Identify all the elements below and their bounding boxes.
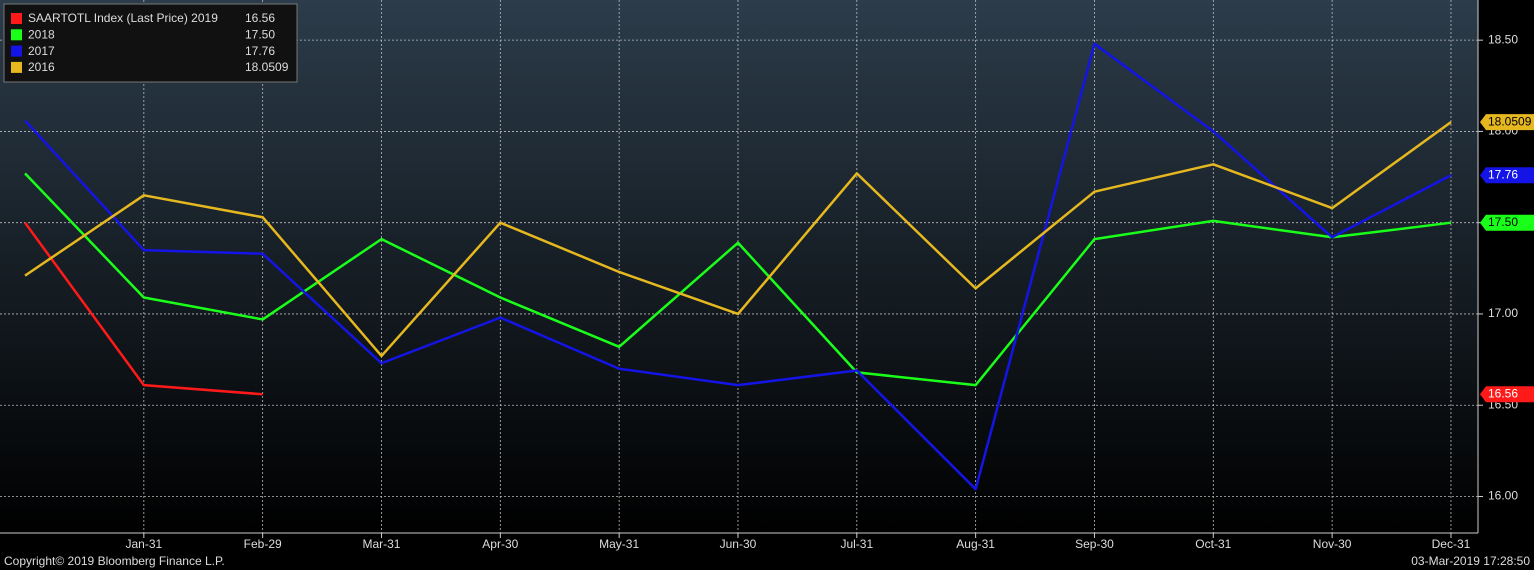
series-line (23, 221, 263, 396)
legend-box (3, 3, 298, 83)
last-value-label: 16.56 (1488, 386, 1518, 400)
legend-value: 18.0509 (245, 60, 289, 74)
x-tick-label: Dec-31 (1432, 537, 1471, 551)
last-value-badge (1480, 114, 1534, 131)
last-value-badge (1480, 386, 1534, 403)
x-tick-label: Apr-30 (482, 537, 518, 551)
legend-label: 2017 (28, 44, 55, 58)
legend-swatch (11, 61, 22, 73)
legend-swatch (11, 29, 22, 41)
x-tick-label: Nov-30 (1313, 537, 1352, 551)
y-tick-label: 16.00 (1488, 489, 1518, 503)
legend-label: SAARTOTL Index (Last Price) 2019 (28, 11, 218, 25)
series-line (24, 172, 1452, 387)
x-tick-label: Feb-29 (244, 537, 282, 551)
legend-value: 16.56 (245, 11, 275, 25)
last-value-badge (1480, 167, 1534, 184)
x-tick-label: Aug-31 (956, 537, 995, 551)
y-tick-label: 18.50 (1488, 32, 1518, 46)
x-tick-label: May-31 (599, 537, 639, 551)
footer-copyright: Copyright© 2019 Bloomberg Finance L.P. (4, 554, 225, 568)
series-line (24, 121, 1452, 358)
plot-background (0, 0, 1478, 533)
legend-value: 17.50 (245, 27, 275, 41)
last-value-badge (1480, 214, 1534, 231)
x-tick-label: Jan-31 (125, 537, 162, 551)
x-tick-label: Jul-31 (840, 537, 873, 551)
x-tick-label: Mar-31 (362, 537, 400, 551)
y-tick-label: 17.00 (1488, 306, 1518, 320)
series-line (24, 42, 1452, 491)
x-tick-label: Sep-30 (1075, 537, 1114, 551)
last-value-label: 17.76 (1488, 167, 1518, 181)
footer-timestamp: 03-Mar-2019 17:28:50 (1411, 554, 1530, 568)
legend-label: 2018 (28, 27, 55, 41)
last-value-label: 18.0509 (1488, 114, 1532, 128)
legend-value: 17.76 (245, 44, 275, 58)
last-value-label: 17.50 (1488, 215, 1518, 229)
x-tick-label: Oct-31 (1195, 537, 1231, 551)
x-tick-label: Jun-30 (720, 537, 757, 551)
legend: SAARTOTL Index (Last Price) 2019 16.56 201… (3, 3, 298, 83)
legend-swatch (11, 13, 22, 24)
legend-label: 2016 (28, 60, 55, 74)
legend-swatch (11, 45, 22, 57)
